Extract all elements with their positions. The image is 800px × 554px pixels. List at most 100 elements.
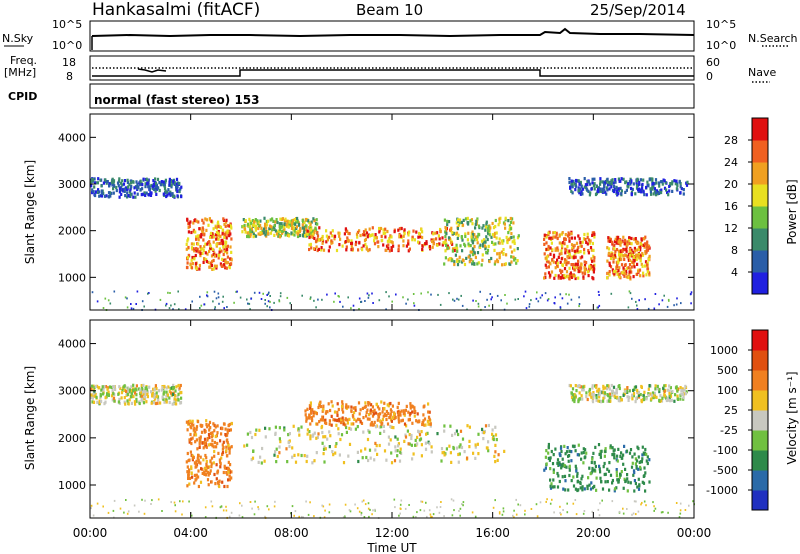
- power-cell: [444, 227, 448, 231]
- power-clutter-cell: [536, 291, 538, 294]
- power-cell: [579, 250, 582, 254]
- power-clutter-cell: [258, 291, 261, 294]
- power-cell: [156, 186, 159, 190]
- power-cell: [471, 241, 475, 245]
- velocity-cell: [152, 401, 155, 405]
- power-cell: [246, 234, 249, 239]
- power-cell: [218, 254, 221, 258]
- power-cell: [402, 239, 405, 243]
- power-cell: [576, 249, 579, 253]
- power-cell: [643, 245, 646, 249]
- power-cell: [290, 226, 294, 230]
- velocity-cell: [423, 417, 427, 421]
- power-cell: [480, 239, 484, 243]
- power-cell: [345, 229, 348, 233]
- power-cell: [390, 248, 393, 252]
- velocity-cell: [135, 393, 138, 397]
- power-cell: [105, 194, 108, 198]
- velocity-cell: [278, 437, 281, 441]
- power-clutter-cell: [262, 292, 264, 295]
- velocity-cell: [187, 419, 190, 424]
- velocity-cell: [185, 420, 188, 424]
- power-cell: [645, 241, 648, 246]
- velocity-cell: [623, 444, 626, 448]
- power-cell: [507, 231, 510, 235]
- velocity-cell: [357, 401, 361, 405]
- velocity-cell: [308, 404, 311, 408]
- velocity-cell: [606, 384, 609, 388]
- velocity-cell: [309, 401, 312, 405]
- power-cell: [504, 262, 507, 266]
- velocity-cell: [214, 482, 217, 486]
- velocity-cell: [122, 385, 125, 389]
- power-cell: [512, 235, 515, 239]
- power-cell: [91, 177, 94, 182]
- power-cell: [647, 245, 650, 249]
- velocity-cell: [590, 460, 593, 465]
- power-cell: [628, 263, 632, 267]
- velocity-cell: [172, 392, 175, 397]
- power-colorbar-tick: 8: [731, 244, 738, 257]
- velocity-clutter-cell: [228, 515, 231, 518]
- velocity-cell: [100, 400, 103, 404]
- velocity-cell: [575, 469, 578, 473]
- velocity-clutter-cell: [404, 507, 407, 510]
- power-cell: [368, 248, 371, 252]
- power-cell: [412, 229, 415, 233]
- velocity-cell: [260, 461, 263, 465]
- power-cell: [566, 255, 569, 259]
- power-cell: [591, 241, 594, 246]
- power-clutter-cell: [676, 297, 678, 300]
- velocity-cell: [544, 455, 547, 459]
- power-cell: [358, 241, 361, 245]
- power-cell: [645, 250, 648, 254]
- velocity-cell: [279, 440, 282, 444]
- velocity-cell: [559, 446, 563, 450]
- velocity-cell: [580, 451, 583, 455]
- velocity-cell: [249, 430, 252, 435]
- velocity-cell: [650, 393, 653, 397]
- velocity-cell: [309, 406, 312, 410]
- velocity-cell: [143, 390, 146, 394]
- power-cell: [375, 236, 378, 240]
- power-cell: [642, 271, 645, 275]
- x-tick-label: 20:00: [576, 526, 611, 540]
- velocity-cell: [556, 458, 560, 462]
- velocity-cell: [626, 473, 629, 477]
- velocity-cell: [186, 484, 189, 488]
- velocity-clutter-cell: [679, 502, 682, 505]
- power-cell: [558, 234, 561, 238]
- velocity-cell: [317, 405, 320, 410]
- power-cell: [443, 240, 447, 244]
- velocity-cell: [199, 461, 202, 465]
- power-cell: [628, 180, 631, 184]
- velocity-cell: [389, 408, 392, 412]
- power-cell: [208, 249, 211, 253]
- power-cell: [374, 233, 377, 237]
- velocity-cell: [155, 387, 158, 391]
- power-cell: [130, 185, 133, 189]
- power-cell: [310, 220, 313, 224]
- velocity-cell: [163, 400, 166, 404]
- velocity-clutter-cell: [399, 503, 402, 506]
- power-cell: [590, 257, 593, 261]
- velocity-clutter-cell: [141, 498, 143, 501]
- power-cell: [448, 246, 451, 250]
- velocity-cell: [563, 464, 566, 468]
- power-cell: [608, 270, 611, 274]
- velocity-cell: [589, 487, 593, 491]
- velocity-cell: [330, 414, 333, 418]
- power-cell: [201, 247, 204, 251]
- power-cell: [368, 234, 372, 238]
- power-cell: [510, 250, 514, 254]
- velocity-clutter-cell: [684, 509, 687, 511]
- power-clutter-cell: [366, 292, 369, 295]
- velocity-cell: [641, 445, 644, 449]
- power-cell: [196, 234, 199, 238]
- power-cell: [321, 237, 324, 241]
- velocity-cell: [576, 471, 579, 476]
- velocity-cell: [306, 407, 309, 411]
- power-cell: [190, 258, 193, 262]
- velocity-cell: [203, 466, 207, 470]
